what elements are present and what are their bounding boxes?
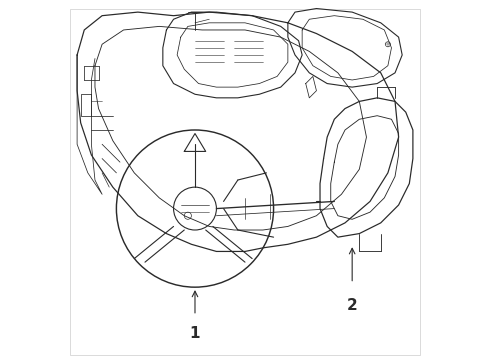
Text: 1: 1 — [190, 326, 200, 341]
Text: 2: 2 — [347, 297, 358, 312]
